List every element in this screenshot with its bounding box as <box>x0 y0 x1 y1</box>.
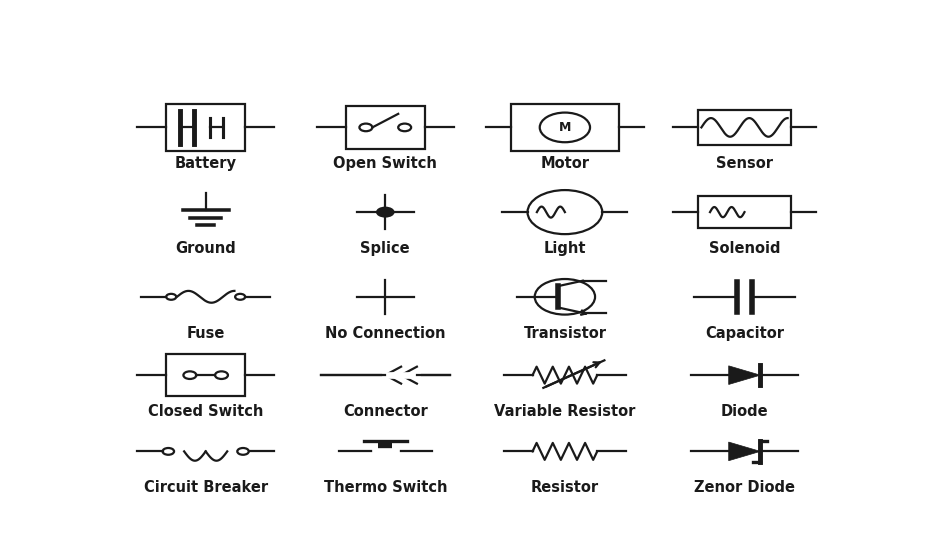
Text: Variable Resistor: Variable Resistor <box>494 404 636 419</box>
Text: Ground: Ground <box>175 241 236 256</box>
Text: No Connection: No Connection <box>325 326 446 340</box>
Circle shape <box>540 113 590 142</box>
Text: Sensor: Sensor <box>716 156 773 171</box>
Text: Open Switch: Open Switch <box>334 156 438 171</box>
Bar <box>378 441 392 452</box>
Circle shape <box>399 124 412 131</box>
Circle shape <box>235 294 245 300</box>
Text: Circuit Breaker: Circuit Breaker <box>144 480 268 495</box>
Text: Splice: Splice <box>361 241 410 256</box>
Polygon shape <box>729 366 760 384</box>
Bar <box>698 196 792 228</box>
Bar <box>511 104 619 151</box>
Circle shape <box>215 371 228 379</box>
Text: Connector: Connector <box>343 404 427 419</box>
Text: Closed Switch: Closed Switch <box>148 404 263 419</box>
Circle shape <box>237 448 248 455</box>
Text: Transistor: Transistor <box>524 326 606 340</box>
Polygon shape <box>729 442 760 461</box>
Text: Battery: Battery <box>174 156 236 171</box>
Bar <box>166 104 245 151</box>
Bar <box>166 354 245 397</box>
Circle shape <box>162 448 174 455</box>
Text: Fuse: Fuse <box>186 326 225 340</box>
Text: M: M <box>559 121 571 134</box>
Bar <box>698 109 792 145</box>
Circle shape <box>184 371 197 379</box>
Text: Zenor Diode: Zenor Diode <box>694 480 795 495</box>
Text: Diode: Diode <box>720 404 768 419</box>
Circle shape <box>360 124 373 131</box>
Text: Thermo Switch: Thermo Switch <box>324 480 447 495</box>
Bar <box>346 106 425 148</box>
Circle shape <box>166 294 176 300</box>
Text: Resistor: Resistor <box>531 480 599 495</box>
Text: Capacitor: Capacitor <box>705 326 784 340</box>
Text: Motor: Motor <box>540 156 590 171</box>
Text: Light: Light <box>543 241 586 256</box>
Circle shape <box>376 207 395 218</box>
Text: Solenoid: Solenoid <box>709 241 781 256</box>
